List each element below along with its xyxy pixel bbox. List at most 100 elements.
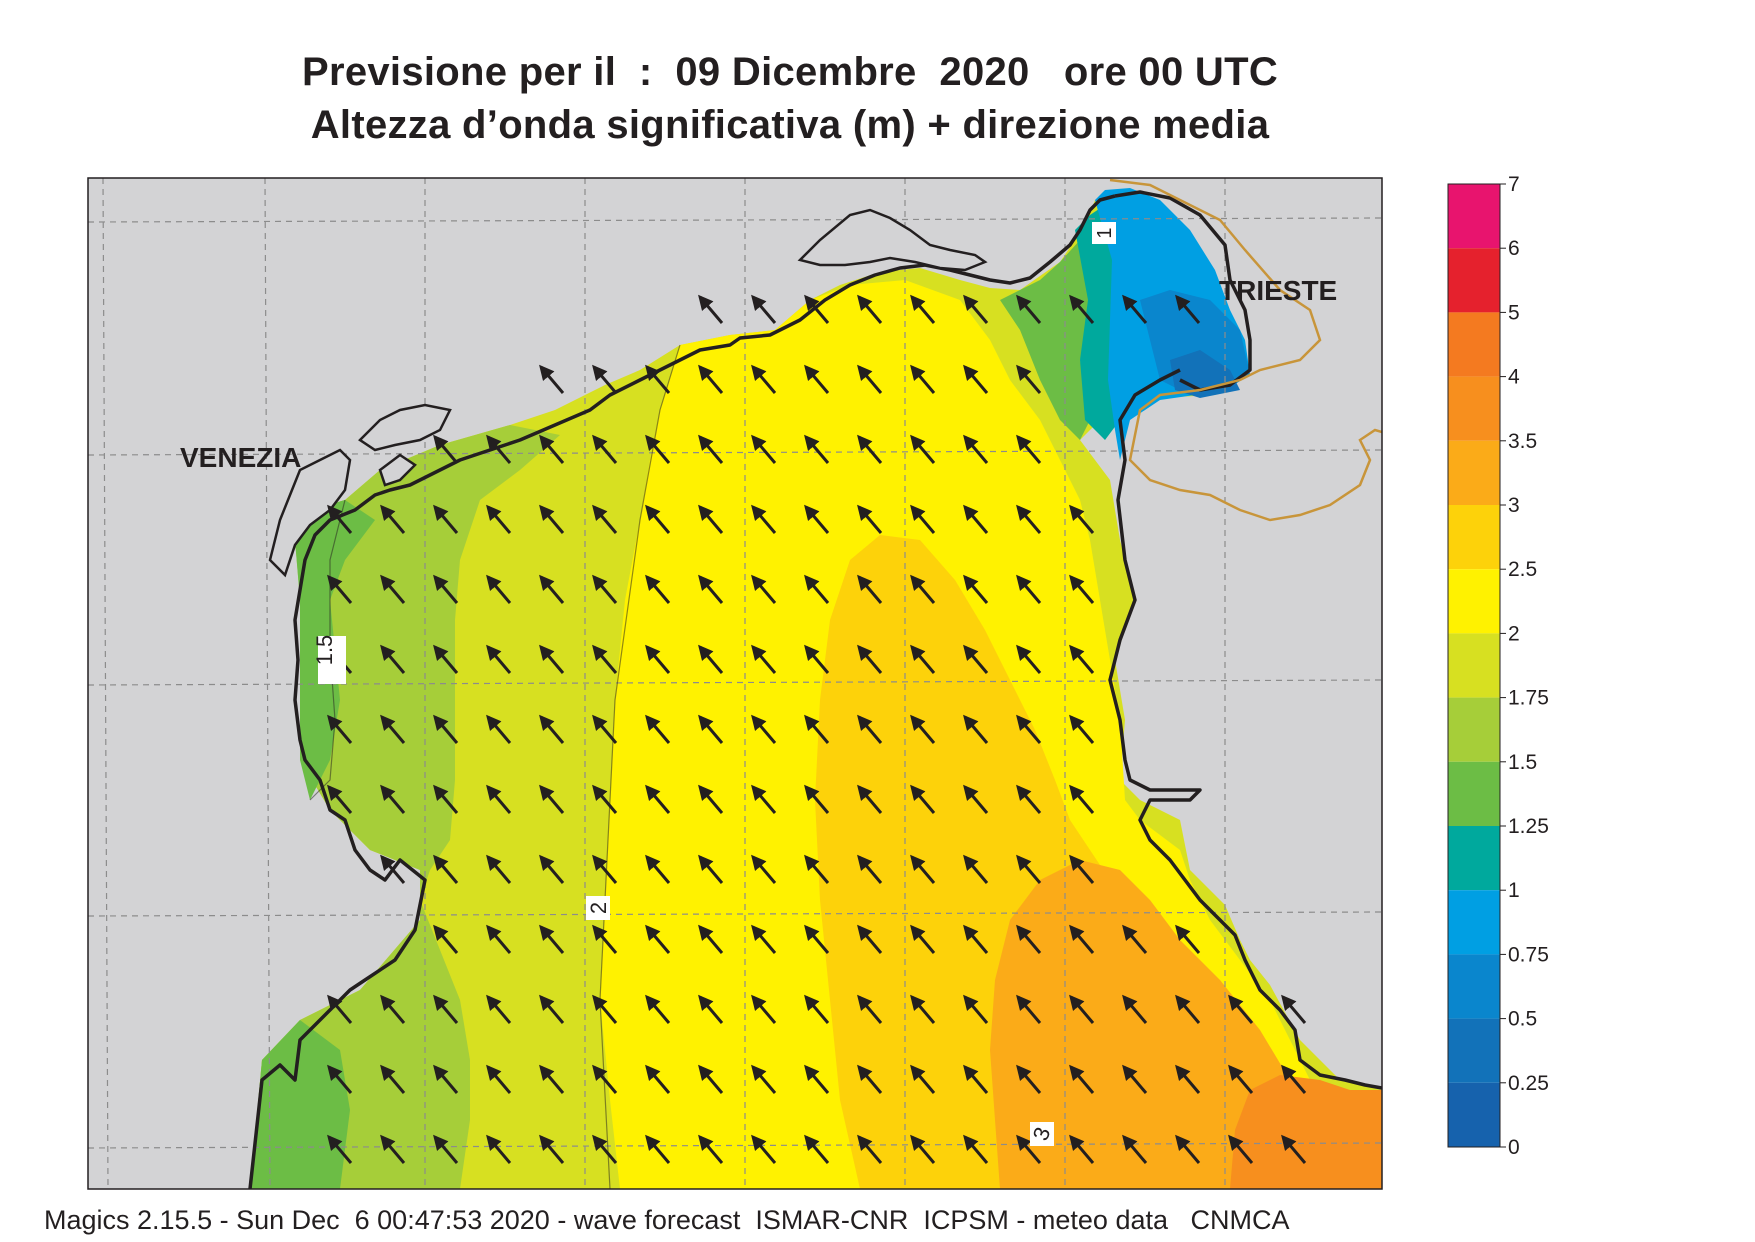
direction-arrow	[1016, 784, 1042, 814]
direction-arrow	[1175, 294, 1201, 324]
direction-arrow	[327, 574, 353, 604]
direction-arrow	[592, 714, 618, 744]
direction-arrow	[592, 364, 618, 394]
direction-arrow	[1069, 784, 1095, 814]
map-frame	[87, 177, 1383, 1190]
direction-arrow	[751, 574, 777, 604]
direction-arrow	[751, 784, 777, 814]
direction-arrow	[1016, 574, 1042, 604]
national-border	[1109, 178, 1382, 522]
city-label-trieste: TRIESTE	[1219, 275, 1337, 306]
direction-arrow	[380, 574, 406, 604]
direction-arrow	[327, 994, 353, 1024]
legend-swatch	[1448, 1082, 1500, 1147]
coastline-trieste	[1114, 190, 1252, 392]
direction-arrow	[963, 434, 989, 464]
direction-arrow	[698, 784, 724, 814]
legend-level-label: 1.5	[1508, 751, 1537, 774]
direction-arrow	[1069, 294, 1095, 324]
direction-arrow	[804, 784, 830, 814]
direction-arrow	[963, 854, 989, 884]
direction-arrow	[963, 924, 989, 954]
direction-arrow	[433, 574, 459, 604]
map-title-line-1: Previsione per il : 09 Dicembre 2020 ore…	[301, 50, 1279, 94]
direction-arrow	[380, 504, 406, 534]
direction-arrow	[857, 364, 883, 394]
direction-arrow	[645, 994, 671, 1024]
contour-lines	[309, 344, 681, 1189]
direction-arrow	[1228, 1134, 1254, 1164]
legend-level-label: 6	[1508, 237, 1520, 260]
direction-arrow	[804, 574, 830, 604]
direction-arrow	[751, 294, 777, 324]
direction-arrow	[857, 294, 883, 324]
direction-arrow	[645, 434, 671, 464]
legend-level-label: 3.5	[1508, 430, 1537, 453]
direction-arrow	[539, 434, 565, 464]
direction-arrow	[539, 504, 565, 534]
legend-level-label: 0.25	[1508, 1072, 1549, 1095]
venice-lagoon	[268, 403, 452, 578]
direction-arrow	[433, 1134, 459, 1164]
direction-arrow	[910, 504, 936, 534]
direction-arrow	[486, 994, 512, 1024]
direction-arrow	[592, 994, 618, 1024]
direction-arrow	[592, 1134, 618, 1164]
direction-arrow	[857, 714, 883, 744]
direction-arrow	[539, 574, 565, 604]
direction-arrow	[1016, 1064, 1042, 1094]
wave-direction-arrows	[327, 294, 1307, 1164]
direction-arrow	[1016, 854, 1042, 884]
direction-arrow	[433, 994, 459, 1024]
contour-label-3: 3	[1028, 1122, 1055, 1146]
footer-credits: Magics 2.15.5 - Sun Dec 6 00:47:53 2020 …	[44, 1205, 1290, 1235]
direction-arrow	[1228, 994, 1254, 1024]
direction-arrow	[1122, 994, 1148, 1024]
direction-arrow	[1069, 714, 1095, 744]
direction-arrow	[910, 294, 936, 324]
direction-arrow	[380, 994, 406, 1024]
direction-arrow	[1281, 1134, 1307, 1164]
direction-arrow	[1069, 574, 1095, 604]
direction-arrow	[910, 1064, 936, 1094]
direction-arrow	[910, 784, 936, 814]
direction-arrow	[539, 924, 565, 954]
direction-arrow	[645, 364, 671, 394]
direction-arrow	[804, 714, 830, 744]
direction-arrow	[592, 574, 618, 604]
direction-arrow	[592, 924, 618, 954]
direction-arrow	[698, 504, 724, 534]
direction-arrow	[1016, 294, 1042, 324]
direction-arrow	[486, 924, 512, 954]
direction-arrow	[804, 924, 830, 954]
direction-arrow	[433, 504, 459, 534]
contour-label-1-text: 1	[1094, 227, 1116, 238]
legend-level-label: 0	[1508, 1136, 1520, 1159]
direction-arrow	[1069, 854, 1095, 884]
legend-level-label: 1.75	[1508, 687, 1549, 710]
direction-arrow	[327, 784, 353, 814]
direction-arrow	[327, 1064, 353, 1094]
direction-arrow	[963, 644, 989, 674]
direction-arrow	[327, 1134, 353, 1164]
direction-arrow	[963, 574, 989, 604]
direction-arrow	[1069, 1134, 1095, 1164]
direction-arrow	[486, 574, 512, 604]
direction-arrow	[1069, 994, 1095, 1024]
legend-swatch	[1448, 633, 1500, 698]
direction-arrow	[910, 364, 936, 394]
direction-arrow	[857, 434, 883, 464]
direction-arrow	[645, 574, 671, 604]
legend-swatch	[1448, 248, 1500, 313]
coastline-istria	[1108, 368, 1382, 1090]
legend-level-label: 5	[1508, 301, 1520, 324]
direction-arrow	[1016, 364, 1042, 394]
direction-arrow	[1069, 644, 1095, 674]
direction-arrow	[910, 574, 936, 604]
direction-arrow	[963, 994, 989, 1024]
direction-arrow	[1122, 924, 1148, 954]
direction-arrow	[751, 364, 777, 394]
direction-arrow	[910, 924, 936, 954]
direction-arrow	[486, 644, 512, 674]
